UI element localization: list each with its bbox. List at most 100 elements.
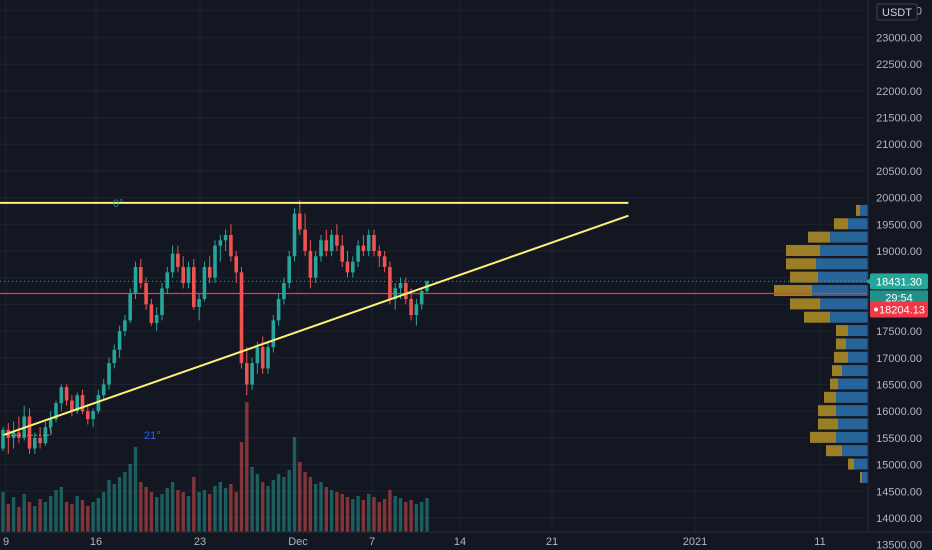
candle-body <box>287 256 291 284</box>
candle-body <box>170 253 175 273</box>
candlesticks <box>1 200 429 454</box>
candle-body <box>276 299 281 321</box>
candle-body <box>229 234 233 257</box>
volume-profile-sell <box>836 391 868 403</box>
volume-bar <box>398 498 403 532</box>
candle-body <box>123 320 127 332</box>
price-tick-label: 22000.00 <box>876 86 922 98</box>
volume-bar <box>202 490 207 532</box>
candle-body <box>340 245 344 262</box>
candle-body <box>128 293 132 321</box>
volume-bar <box>102 492 106 532</box>
volume-bar <box>1 492 5 532</box>
volume-bar <box>96 498 101 532</box>
candle-body <box>112 349 117 364</box>
candle-body <box>419 291 424 305</box>
currency-badge[interactable]: USDT <box>876 3 918 21</box>
candle-body <box>181 266 185 284</box>
candle-body <box>292 213 297 257</box>
volume-bar <box>139 482 143 532</box>
volume-profile-sell <box>862 471 868 483</box>
countdown-tag <box>870 290 928 305</box>
candle-body <box>96 395 101 412</box>
candle-body <box>70 400 74 412</box>
candle-body <box>186 266 191 284</box>
volume-bar <box>250 467 254 532</box>
price-tick-label: 14000.00 <box>876 513 922 525</box>
volume-profile-buy <box>790 298 820 310</box>
volume-bar <box>17 507 21 532</box>
candle-body <box>329 234 334 251</box>
candle-body <box>414 304 419 316</box>
time-tick-label: 21 <box>546 536 558 548</box>
price-tick-label: 20500.00 <box>876 166 922 178</box>
volume-bar <box>197 492 201 532</box>
trendline-1[interactable] <box>2 214 629 437</box>
volume-bar <box>165 488 169 532</box>
volume-bar <box>292 437 297 532</box>
volume-bar <box>160 494 164 532</box>
volume-bar <box>276 474 281 532</box>
volume-profile-buy <box>826 445 842 457</box>
candle-body <box>356 245 360 262</box>
volume-profile-sell <box>830 231 868 243</box>
candle-body <box>48 419 53 428</box>
last-price-tag-pointer <box>866 278 870 285</box>
volume-bar <box>266 486 270 532</box>
candle-body <box>234 256 238 273</box>
volume-profile-sell <box>836 431 868 443</box>
volume-bars <box>1 402 429 532</box>
candle-body <box>154 315 159 324</box>
volume-bar <box>245 402 249 532</box>
price-tick-label: 22500.00 <box>876 59 922 71</box>
candle-body <box>250 363 254 385</box>
candle-body <box>404 283 408 300</box>
trendlines[interactable] <box>0 201 629 437</box>
volume-bar <box>123 472 127 532</box>
time-tick-label: 7 <box>369 536 375 548</box>
candle-body <box>245 363 249 385</box>
volume-bar <box>170 482 175 532</box>
volume-bar <box>234 492 238 532</box>
volume-bar <box>414 504 419 532</box>
volume-bar <box>54 490 58 532</box>
volume-bar <box>282 477 286 532</box>
volume-profile-buy <box>824 391 836 403</box>
candle-body <box>271 320 276 348</box>
volume-bar <box>239 442 244 532</box>
candle-body <box>308 250 313 278</box>
volume-profile-sell <box>830 311 868 323</box>
volume-bar <box>86 506 90 532</box>
candle-body <box>54 403 58 420</box>
volume-bar <box>271 480 275 532</box>
volume-bar <box>43 502 48 532</box>
volume-profile-buy <box>836 338 846 350</box>
volume-bar <box>319 482 323 532</box>
candle-body <box>86 411 90 420</box>
candle-body <box>319 240 323 257</box>
volume-profile-buy <box>810 431 836 443</box>
volume-bar <box>324 487 328 532</box>
volume-profile-sell <box>854 458 868 470</box>
volume-bar <box>133 447 138 532</box>
candle-body <box>298 213 302 230</box>
volume-bar <box>6 504 10 532</box>
volume-bar <box>218 482 222 532</box>
time-axis[interactable]: 9 16 23 Dec 7 14 21 2021 11 <box>0 531 932 550</box>
volume-bar <box>372 497 376 532</box>
volume-bar <box>298 462 302 532</box>
volume-bar <box>33 506 37 532</box>
time-tick-label: 14 <box>454 536 466 548</box>
volume-bar <box>208 494 212 532</box>
candle-body <box>176 253 180 267</box>
candle-body <box>80 395 85 412</box>
volume-bar <box>425 498 429 532</box>
volume-bar <box>420 502 424 532</box>
candle-body <box>101 384 106 396</box>
candle-body <box>218 240 223 246</box>
volume-bar <box>11 497 16 532</box>
price-tick-label: 13500.00 <box>876 540 922 550</box>
